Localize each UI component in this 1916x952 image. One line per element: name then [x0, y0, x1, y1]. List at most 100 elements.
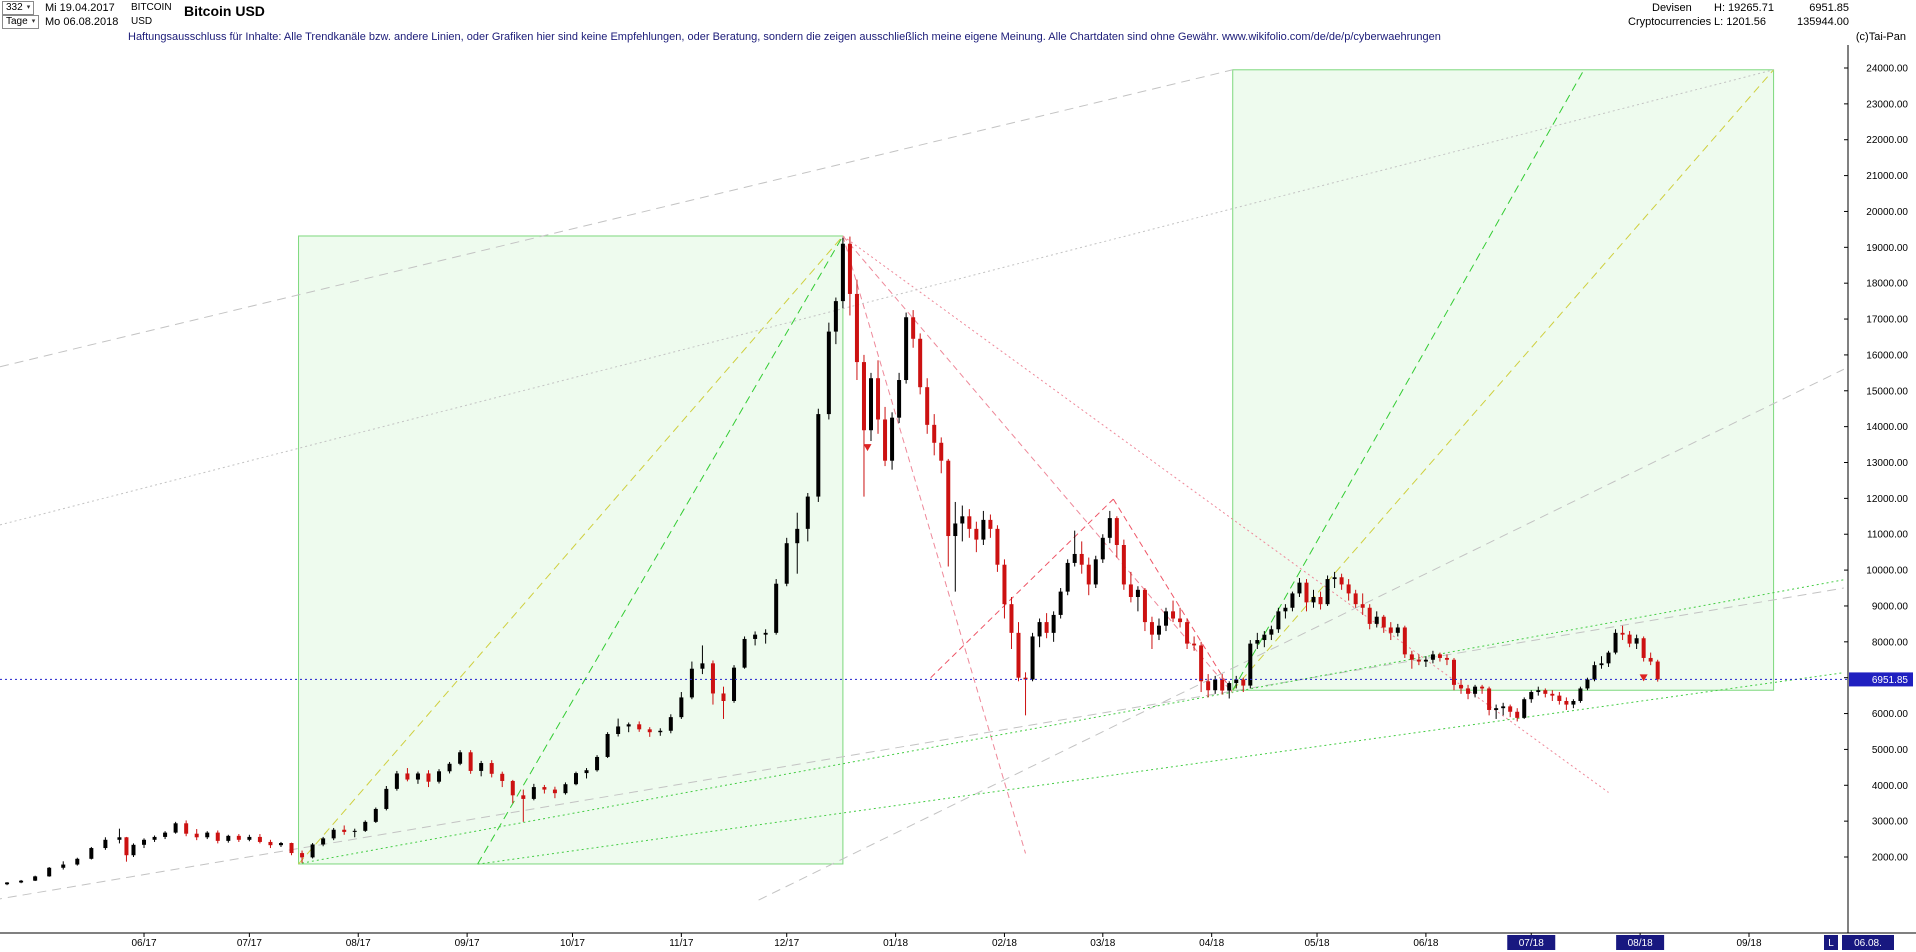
candle-up	[1536, 686, 1541, 696]
candle-body	[710, 663, 715, 694]
candle-body	[426, 773, 431, 782]
candle-up	[616, 718, 621, 737]
candle-body	[1241, 679, 1246, 686]
candle-down	[861, 354, 866, 497]
candle-body	[61, 864, 66, 868]
trend-line	[0, 587, 1844, 900]
candle-down	[257, 834, 262, 844]
current-date-tag-prefix: L	[1828, 938, 1834, 949]
candle-body	[1599, 663, 1604, 666]
candle-body	[700, 663, 705, 669]
candle-body	[47, 867, 52, 877]
trend-line	[930, 498, 1114, 679]
candle-down	[268, 839, 273, 849]
candle-up	[1030, 632, 1035, 682]
candle-down	[1206, 674, 1211, 698]
candle-body	[1023, 677, 1028, 680]
period-dropdown[interactable]: Tage ▾	[2, 15, 40, 29]
candle-body	[131, 844, 136, 856]
candle-body	[1585, 679, 1590, 689]
candle-body	[89, 848, 94, 859]
candle-down	[1648, 652, 1653, 666]
candle-body	[205, 832, 210, 838]
candle-down	[1409, 650, 1414, 669]
candle-body	[1395, 627, 1400, 633]
candle-up	[1374, 611, 1379, 628]
candle-down	[1466, 684, 1471, 700]
candle-body	[278, 843, 283, 846]
candle-body	[1655, 661, 1660, 680]
candle-body	[1613, 632, 1618, 653]
candle-body	[268, 841, 273, 846]
candle-body	[33, 876, 38, 881]
candle-body	[658, 730, 663, 733]
candle-down	[426, 770, 431, 788]
x-axis-label: 01/18	[883, 938, 908, 949]
candle-up	[89, 846, 94, 860]
candle-up	[163, 831, 168, 840]
x-axis-label: 09/18	[1736, 938, 1761, 949]
candle-body	[173, 823, 178, 833]
y-axis-label: 11000.00	[1867, 530, 1908, 541]
high-value-label: H: 19265.71	[1714, 2, 1774, 14]
candle-body	[531, 787, 536, 799]
candle-body	[1423, 659, 1428, 662]
candle-up	[152, 835, 157, 842]
candle-up	[573, 771, 578, 786]
candle-body	[626, 724, 631, 727]
candle-down	[1416, 654, 1421, 666]
candle-body	[1550, 693, 1555, 696]
current-date-tag-prefix-bg	[1824, 935, 1838, 950]
candle-body	[342, 829, 347, 832]
candle-down	[988, 514, 993, 538]
trend-line	[298, 235, 844, 865]
candle-body	[1501, 706, 1506, 709]
candle-body	[1044, 622, 1049, 633]
candle-down	[911, 310, 916, 348]
symbol-label-line2: USD	[131, 16, 153, 27]
candle-down	[1550, 690, 1555, 701]
candle-body	[363, 821, 368, 831]
candle-up	[415, 771, 420, 784]
candle-up	[1072, 530, 1077, 567]
candle-up	[595, 755, 600, 772]
candle-body	[1149, 622, 1154, 635]
candle-down	[468, 750, 473, 774]
x-axis-label: 08/18	[1628, 938, 1653, 949]
candle-up	[103, 837, 108, 850]
y-axis-label: 23000.00	[1866, 99, 1908, 110]
candle-body	[1515, 711, 1520, 718]
candle-body	[1360, 604, 1365, 608]
candle-down	[236, 834, 241, 842]
y-axis-label: 18000.00	[1866, 279, 1908, 290]
candle-body	[458, 752, 463, 764]
y-axis-label: 17000.00	[1866, 315, 1908, 326]
candle-down	[1360, 593, 1365, 615]
candle-down	[647, 727, 652, 737]
candle-up	[1325, 575, 1330, 606]
candle-body	[479, 763, 484, 771]
bars-count-dropdown[interactable]: 332 ▾	[2, 1, 35, 15]
x-axis-label: 06/17	[132, 938, 157, 949]
candle-body	[826, 331, 831, 415]
candle-down	[1199, 641, 1204, 693]
candle-up	[479, 760, 484, 777]
candle-down	[1620, 625, 1625, 641]
candle-up	[1332, 571, 1337, 589]
candle-up	[5, 882, 10, 886]
candle-body	[289, 843, 294, 854]
candle-body	[352, 830, 357, 832]
candle-body	[1128, 584, 1133, 597]
candle-up	[1606, 650, 1611, 667]
candle-up	[1494, 704, 1499, 719]
candle-down	[1149, 616, 1154, 649]
candle-body	[321, 838, 326, 845]
candle-body	[247, 836, 252, 840]
candle-body	[500, 773, 505, 781]
candle-body	[816, 414, 821, 497]
x-axis-label: 08/17	[346, 938, 371, 949]
x-axis-label: 06/18	[1413, 938, 1438, 949]
candle-up	[679, 692, 684, 719]
candle-body	[890, 417, 895, 461]
